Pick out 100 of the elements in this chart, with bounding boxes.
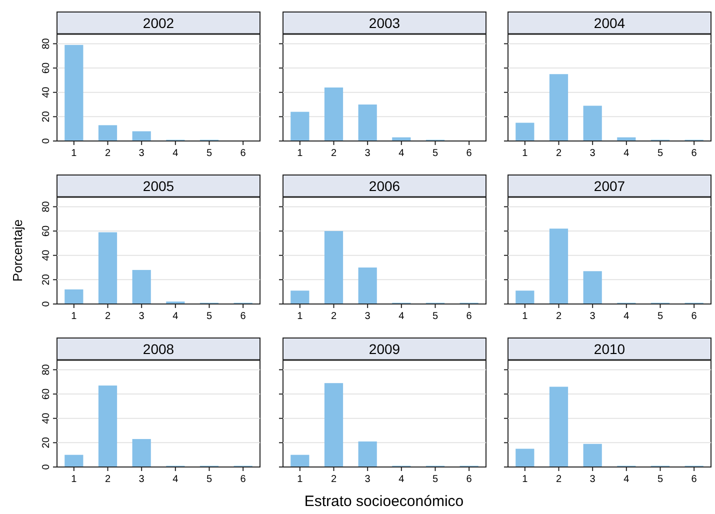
y-tick-label: 60 — [41, 388, 52, 400]
bar — [290, 112, 310, 141]
y-tick-label: 40 — [41, 86, 52, 98]
x-tick-label: 4 — [172, 474, 179, 485]
bar — [98, 386, 118, 467]
x-tick-label: 5 — [432, 148, 438, 159]
bar — [64, 454, 84, 467]
x-tick-label: 2 — [556, 311, 562, 322]
chart-title: 2003 — [368, 15, 400, 31]
y-tick-label: 80 — [41, 38, 52, 50]
chart-title: 2008 — [142, 341, 174, 357]
bar — [583, 271, 602, 304]
x-tick-label: 6 — [466, 474, 472, 485]
y-tick-label: 0 — [41, 138, 52, 144]
bar — [583, 106, 602, 141]
y-tick-label: 0 — [41, 464, 52, 470]
chart-title: 2007 — [594, 178, 626, 194]
x-tick-label: 6 — [691, 148, 698, 159]
chart-title: 2002 — [142, 15, 174, 31]
x-tick-label: 4 — [398, 148, 405, 159]
bar — [583, 444, 602, 467]
x-tick-label: 4 — [624, 311, 630, 322]
bar — [358, 441, 377, 467]
x-tick-label: 1 — [71, 311, 78, 322]
y-tick-label: 80 — [41, 364, 52, 376]
chart-title: 2005 — [142, 178, 174, 194]
bar — [64, 289, 84, 304]
x-tick-label: 5 — [657, 474, 664, 485]
x-tick-label: 2 — [104, 311, 111, 322]
y-tick-label: 20 — [41, 274, 52, 286]
x-tick-label: 5 — [432, 311, 438, 322]
chart-title: 2006 — [368, 178, 400, 194]
x-tick-label: 1 — [522, 148, 528, 159]
x-tick-label: 1 — [522, 311, 528, 322]
x-tick-label: 1 — [297, 311, 304, 322]
x-tick-label: 3 — [138, 311, 145, 322]
x-tick-label: 6 — [240, 311, 246, 322]
x-tick-label: 6 — [466, 311, 472, 322]
x-tick-label: 3 — [590, 148, 596, 159]
x-tick-label: 5 — [657, 148, 664, 159]
x-tick-label: 2 — [330, 148, 337, 159]
bar — [64, 44, 84, 141]
x-tick-label: 4 — [172, 148, 179, 159]
bar — [516, 448, 534, 467]
bar — [358, 268, 377, 304]
x-tick-label: 1 — [297, 474, 304, 485]
bar — [516, 290, 534, 304]
x-tick-label: 3 — [364, 311, 371, 322]
bar — [324, 383, 344, 467]
x-tick-label: 1 — [71, 474, 78, 485]
bar — [549, 74, 568, 141]
bar — [98, 232, 118, 304]
chart-title: 2004 — [594, 15, 626, 31]
chart-title: 2010 — [594, 341, 626, 357]
x-tick-label: 6 — [466, 148, 472, 159]
x-tick-label: 2 — [330, 474, 337, 485]
x-tick-label: 5 — [206, 474, 212, 485]
y-tick-label: 80 — [41, 200, 52, 212]
x-tick-label: 2 — [104, 148, 111, 159]
x-tick-label: 2 — [556, 474, 562, 485]
x-tick-label: 5 — [206, 148, 212, 159]
y-tick-label: 60 — [41, 62, 52, 74]
y-tick-label: 40 — [41, 412, 52, 424]
x-tick-label: 3 — [364, 474, 371, 485]
x-tick-label: 6 — [691, 474, 698, 485]
bar — [516, 122, 534, 141]
x-tick-label: 3 — [364, 148, 371, 159]
bar — [290, 290, 310, 304]
x-tick-label: 1 — [71, 148, 78, 159]
x-tick-label: 6 — [691, 311, 698, 322]
bar — [324, 88, 344, 141]
x-tick-label: 3 — [590, 474, 596, 485]
bar — [98, 125, 118, 141]
x-tick-label: 6 — [240, 148, 246, 159]
x-tick-label: 6 — [240, 474, 246, 485]
bar — [290, 454, 310, 467]
chart-title: 2009 — [368, 341, 400, 357]
x-tick-label: 4 — [172, 311, 179, 322]
x-tick-label: 4 — [398, 311, 405, 322]
y-tick-label: 40 — [41, 249, 52, 261]
y-tick-label: 20 — [41, 110, 52, 122]
bar — [358, 104, 377, 141]
bar — [132, 270, 151, 304]
bar — [549, 228, 568, 304]
bar — [549, 386, 568, 467]
y-tick-label: 20 — [41, 436, 52, 448]
x-tick-label: 2 — [104, 474, 111, 485]
x-tick-label: 3 — [138, 148, 145, 159]
x-tick-label: 3 — [590, 311, 596, 322]
x-tick-label: 2 — [330, 311, 337, 322]
bar — [132, 439, 151, 467]
bar — [132, 131, 151, 141]
x-axis-title: Estrato socioeconómico — [304, 493, 464, 510]
bar — [324, 231, 344, 304]
x-tick-label: 5 — [206, 311, 212, 322]
x-tick-label: 1 — [297, 148, 304, 159]
x-tick-label: 3 — [138, 474, 145, 485]
y-tick-label: 0 — [41, 300, 52, 307]
x-tick-label: 5 — [657, 311, 664, 322]
y-axis-title: Porcentaje — [10, 219, 25, 282]
